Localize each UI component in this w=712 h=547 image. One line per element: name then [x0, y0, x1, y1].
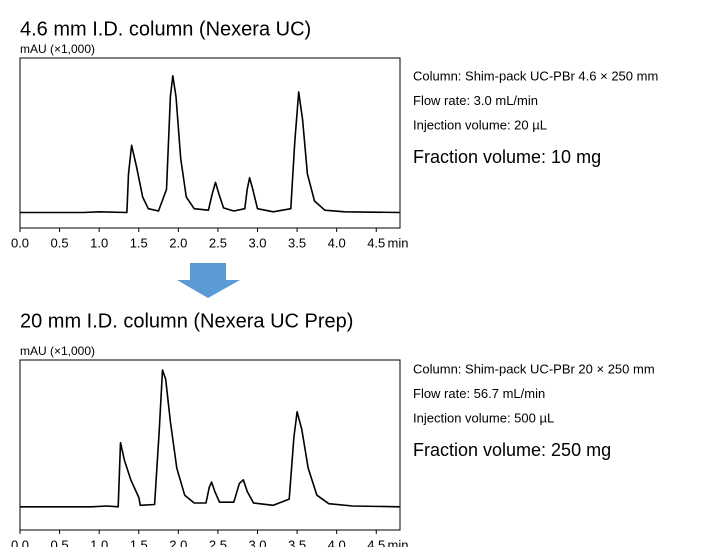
- chart-title: 4.6 mm I.D. column (Nexera UC): [20, 18, 311, 40]
- condition-note: Flow rate: 3.0 mL/min: [413, 93, 538, 108]
- x-tick-label: 1.0: [90, 235, 108, 250]
- x-tick-label: 0.0: [11, 235, 29, 250]
- x-tick-label: 4.5: [367, 537, 385, 547]
- y-axis-label: mAU (×1,000): [20, 42, 95, 56]
- condition-note: Injection volume: 500 µL: [413, 410, 554, 425]
- chromatogram-line: [20, 75, 401, 214]
- x-tick-label: 0.0: [11, 537, 29, 547]
- x-tick-label: 3.0: [248, 235, 266, 250]
- condition-note: Injection volume: 20 µL: [413, 117, 547, 132]
- x-tick-label: 1.5: [130, 235, 148, 250]
- chromatogram-line: [20, 369, 401, 508]
- x-tick-label: 0.5: [51, 235, 69, 250]
- chart-title: 20 mm I.D. column (Nexera UC Prep): [20, 310, 353, 332]
- x-tick-label: 4.0: [328, 235, 346, 250]
- x-tick-label: 3.5: [288, 537, 306, 547]
- x-tick-label: 2.5: [209, 235, 227, 250]
- x-tick-label: 0.5: [51, 537, 69, 547]
- x-tick-label: 1.0: [90, 537, 108, 547]
- condition-note: Column: Shim-pack UC-PBr 4.6 × 250 mm: [413, 68, 658, 83]
- fraction-volume: Fraction volume: 10 mg: [413, 147, 601, 167]
- plot-frame: [19, 359, 401, 531]
- x-tick-label: 2.5: [209, 537, 227, 547]
- plot-frame: [19, 57, 401, 229]
- condition-note: Column: Shim-pack UC-PBr 20 × 250 mm: [413, 361, 655, 376]
- arrow: [177, 263, 240, 298]
- x-tick-label: 2.0: [169, 235, 187, 250]
- x-tick-label: 2.0: [169, 537, 187, 547]
- condition-note: Flow rate: 56.7 mL/min: [413, 386, 545, 401]
- x-tick-label: 4.0: [328, 537, 346, 547]
- x-tick-label: 3.0: [248, 537, 266, 547]
- x-tick-label: 3.5: [288, 235, 306, 250]
- x-tick-label: 1.5: [130, 537, 148, 547]
- x-axis-label: min: [388, 537, 409, 547]
- x-axis-label: min: [388, 235, 409, 250]
- y-axis-label: mAU (×1,000): [20, 344, 95, 358]
- x-tick-label: 4.5: [367, 235, 385, 250]
- fraction-volume: Fraction volume: 250 mg: [413, 440, 611, 460]
